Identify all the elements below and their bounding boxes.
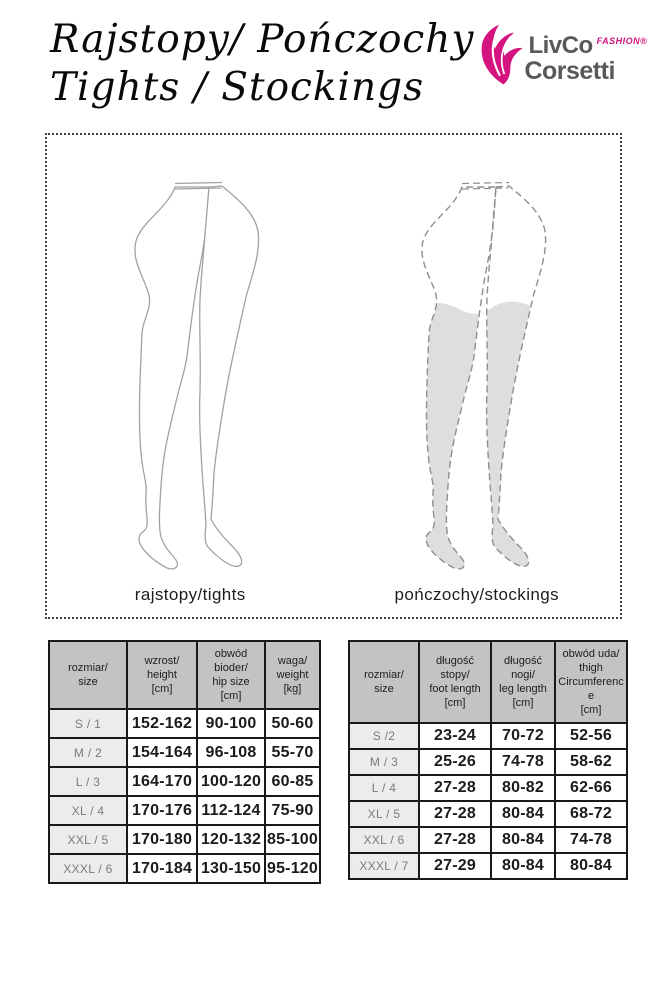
value-cell: 112-124 (196, 795, 266, 827)
table-row: L / 3 164-170 100-120 60-85 (48, 766, 321, 798)
value-cell: 27-28 (418, 774, 492, 803)
size-cell: S /2 (348, 722, 420, 751)
value-cell: 154-164 (126, 737, 198, 769)
table-row: XL / 5 27-28 80-84 68-72 (348, 800, 628, 829)
size-cell: S / 1 (48, 708, 128, 740)
col-header-hip: obwód bioder/ hip size [cm] (196, 639, 266, 711)
value-cell: 27-29 (418, 852, 492, 881)
stockings-label: pończochy/stockings (394, 585, 559, 604)
size-cell: XXL / 6 (348, 826, 420, 855)
value-cell: 70-72 (490, 722, 556, 751)
tights-size-table: rozmiar/ size wzrost/ height [cm] obwód … (48, 639, 321, 885)
table-row: XL / 4 170-176 112-124 75-90 (48, 795, 321, 827)
value-cell: 50-60 (264, 708, 321, 740)
stockings-size-table: rozmiar/ size długość stopy/ foot length… (348, 639, 628, 881)
value-cell: 170-176 (126, 795, 198, 827)
col-header-leg-length: długość nogi/ leg length [cm] (490, 639, 556, 725)
value-cell: 80-84 (490, 800, 556, 829)
value-cell: 152-162 (126, 708, 198, 740)
value-cell: 68-72 (554, 800, 628, 829)
value-cell: 75-90 (264, 795, 321, 827)
title-line-2: Tights / Stockings (50, 64, 425, 110)
size-cell: XXL / 5 (48, 824, 128, 856)
value-cell: 52-56 (554, 722, 628, 751)
header-row: rozmiar/ size długość stopy/ foot length… (348, 639, 628, 725)
logo-fashion-tag: FASHION® (596, 36, 648, 46)
table-row: L / 4 27-28 80-82 62-66 (348, 774, 628, 803)
value-cell: 58-62 (554, 748, 628, 777)
logo-text: LivCo FASHION® Corsetti (524, 32, 648, 84)
value-cell: 27-28 (418, 826, 492, 855)
size-tables: rozmiar/ size wzrost/ height [cm] obwód … (48, 639, 667, 885)
value-cell: 74-78 (490, 748, 556, 777)
header-row: rozmiar/ size wzrost/ height [cm] obwód … (48, 639, 321, 711)
size-cell: M / 2 (48, 737, 128, 769)
value-cell: 96-108 (196, 737, 266, 769)
table-row: M / 3 25-26 74-78 58-62 (348, 748, 628, 777)
size-cell: XL / 4 (48, 795, 128, 827)
value-cell: 55-70 (264, 737, 321, 769)
title-line-1: Rajstopy/ Pończochy (50, 17, 475, 62)
value-cell: 62-66 (554, 774, 628, 803)
value-cell: 60-85 (264, 766, 321, 798)
table-row: XXL / 5 170-180 120-132 85-100 (48, 824, 321, 856)
tights-figure-column: rajstopy/tights (47, 135, 334, 617)
value-cell: 80-84 (554, 852, 628, 881)
col-header-weight: waga/ weight [kg] (264, 639, 321, 711)
value-cell: 170-180 (126, 824, 198, 856)
size-cell: XL / 5 (348, 800, 420, 829)
value-cell: 164-170 (126, 766, 198, 798)
value-cell: 170-184 (126, 853, 198, 885)
table-row: M / 2 154-164 96-108 55-70 (48, 737, 321, 769)
value-cell: 27-28 (418, 800, 492, 829)
value-cell: 23-24 (418, 722, 492, 751)
table-row: S /2 23-24 70-72 52-56 (348, 722, 628, 751)
size-cell: L / 3 (48, 766, 128, 798)
value-cell: 80-84 (490, 852, 556, 881)
col-header-height: wzrost/ height [cm] (126, 639, 198, 711)
stockings-illustration (420, 181, 547, 570)
value-cell: 85-100 (264, 824, 321, 856)
value-cell: 90-100 (196, 708, 266, 740)
logo-swirl-icon (482, 24, 523, 85)
page-title: Rajstopy/ Pończochy Tights / Stockings (50, 16, 474, 111)
value-cell: 74-78 (554, 826, 628, 855)
value-cell: 80-82 (490, 774, 556, 803)
livco-corsetti-logo: LivCo FASHION® Corsetti (474, 22, 647, 88)
logo-brand-sub: Corsetti (524, 57, 615, 85)
size-cell: M / 3 (348, 748, 420, 777)
value-cell: 120-132 (196, 824, 266, 856)
value-cell: 25-26 (418, 748, 492, 777)
size-cell: XXXL / 7 (348, 852, 420, 881)
logo-brand-name: LivCo (528, 32, 593, 59)
stockings-figure-column: pończochy/stockings (334, 135, 621, 617)
tights-illustration (134, 181, 260, 570)
table-row: XXXL / 6 170-184 130-150 95-120 (48, 853, 321, 885)
col-header-size: rozmiar/ size (348, 639, 420, 725)
tights-label: rajstopy/tights (134, 585, 246, 604)
col-header-thigh: obwód uda/ thigh Circumference [cm] (554, 639, 628, 725)
value-cell: 100-120 (196, 766, 266, 798)
value-cell: 80-84 (490, 826, 556, 855)
value-cell: 130-150 (196, 853, 266, 885)
table-row: XXXL / 7 27-29 80-84 80-84 (348, 852, 628, 881)
size-cell: L / 4 (348, 774, 420, 803)
page-header: Rajstopy/ Pończochy Tights / Stockings L… (0, 0, 667, 120)
table-row: S / 1 152-162 90-100 50-60 (48, 708, 321, 740)
value-cell: 95-120 (264, 853, 321, 885)
figures-box: rajstopy/tights pończochy/stockings (45, 133, 622, 619)
size-cell: XXXL / 6 (48, 853, 128, 885)
col-header-foot-length: długość stopy/ foot length [cm] (418, 639, 492, 725)
col-header-size: rozmiar/ size (48, 639, 128, 711)
table-row: XXL / 6 27-28 80-84 74-78 (348, 826, 628, 855)
